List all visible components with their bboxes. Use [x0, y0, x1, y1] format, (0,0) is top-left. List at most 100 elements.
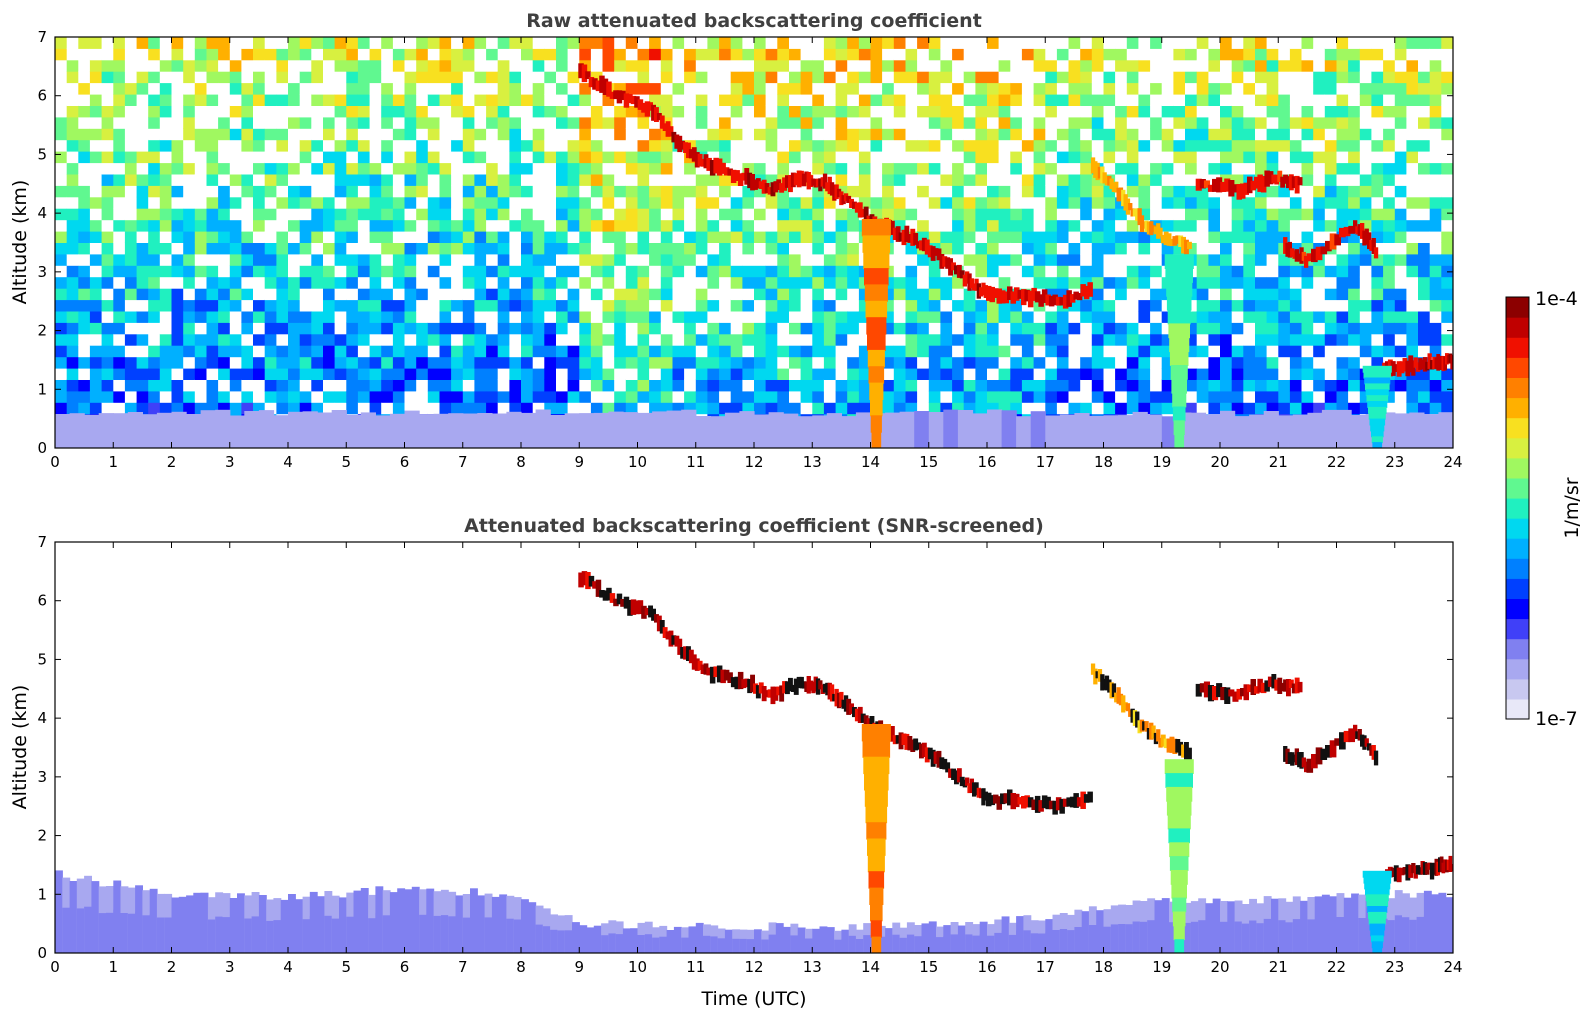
noise-cell: [171, 116, 184, 129]
noise-cell: [917, 333, 930, 346]
noise-cell: [1255, 59, 1268, 72]
noise-cell: [194, 345, 207, 358]
noise-cell: [509, 242, 522, 255]
noise-cell: [987, 208, 1000, 221]
noise-cell: [1138, 139, 1151, 152]
noise-cell: [590, 151, 604, 164]
noise-cell: [1126, 128, 1139, 141]
noise-cell: [567, 151, 580, 164]
noise-cell: [777, 71, 790, 84]
noise-cell: [963, 128, 976, 141]
boundary-layer-core: [142, 915, 151, 953]
noise-cell: [276, 356, 289, 369]
noise-cell: [1080, 219, 1093, 232]
noise-cell: [346, 242, 359, 255]
noise-cell: [474, 231, 487, 243]
cloud-cell: [1121, 189, 1126, 207]
noise-cell: [1359, 311, 1372, 323]
noise-cell: [381, 174, 394, 186]
noise-cell: [928, 94, 941, 106]
cloud-cell: [602, 78, 609, 95]
noise-cell: [55, 242, 68, 255]
noise-cell: [357, 356, 371, 369]
noise-cell: [556, 402, 569, 415]
noise-cell: [206, 162, 219, 175]
cloud-cell: [1195, 178, 1202, 191]
noise-cell: [1278, 276, 1291, 289]
noise-cell: [288, 196, 301, 209]
noise-cell: [521, 128, 534, 141]
noise-cell: [241, 231, 254, 243]
noise-cell: [1289, 379, 1303, 392]
noise-cell: [509, 151, 522, 164]
noise-cell: [486, 151, 499, 164]
cloud-cell: [1420, 359, 1425, 369]
noise-cell: [1010, 299, 1023, 312]
noise-cell: [940, 59, 953, 72]
boundary-layer-core: [339, 919, 347, 953]
noise-cell: [940, 231, 953, 243]
noise-cell: [637, 59, 650, 72]
noise-cell: [672, 242, 685, 255]
noise-cell: [1080, 379, 1093, 392]
noise-cell: [1138, 253, 1151, 266]
noise-cell: [1429, 139, 1442, 152]
cloud-cell: [1267, 171, 1274, 185]
noise-cell: [672, 174, 685, 186]
noise-cell: [1033, 37, 1046, 49]
noise-cell: [695, 322, 708, 335]
noise-cell: [532, 162, 545, 175]
noise-cell: [241, 37, 254, 49]
noise-cell: [765, 151, 778, 164]
noise-cell: [602, 253, 615, 266]
noise-cell: [136, 288, 149, 301]
noise-cell: [987, 311, 1000, 323]
noise-cell: [1080, 105, 1093, 118]
noise-cell: [719, 59, 732, 72]
noise-cell: [55, 162, 68, 175]
noise-cell: [229, 59, 242, 72]
noise-cell: [823, 196, 837, 209]
noise-cell: [1173, 174, 1186, 186]
cloud-cell: [1422, 357, 1428, 372]
noise-cell: [171, 333, 184, 346]
noise-cell: [66, 116, 79, 129]
noise-cell: [882, 71, 895, 84]
noise-cell: [1068, 105, 1081, 118]
cloud-cell: [1031, 287, 1037, 301]
noise-cell: [381, 208, 394, 221]
noise-cell: [1324, 151, 1337, 164]
noise-cell: [171, 402, 184, 415]
noise-cell: [730, 379, 743, 392]
noise-cell: [1336, 105, 1349, 118]
noise-cell: [323, 48, 336, 61]
noise-cell: [1080, 82, 1093, 95]
cloud-cell: [620, 90, 626, 100]
noise-cell: [800, 242, 813, 255]
noise-cell: [719, 379, 732, 392]
cloud-cell: [691, 147, 697, 162]
noise-cell: [1126, 105, 1139, 118]
noise-cell: [1336, 71, 1349, 84]
noise-cell: [1394, 71, 1407, 84]
noise-cell: [1045, 48, 1058, 61]
noise-cell: [311, 185, 324, 198]
noise-cell: [637, 356, 650, 369]
noise-cell: [1150, 333, 1163, 346]
boundary-layer-cell: [331, 410, 347, 448]
noise-cell: [579, 276, 592, 289]
noise-cell: [544, 48, 557, 61]
noise-cell: [1033, 128, 1046, 141]
noise-cell: [1068, 71, 1081, 84]
noise-cell: [392, 185, 406, 198]
noise-cell: [637, 219, 650, 232]
noise-cell: [1336, 59, 1349, 72]
noise-cell: [148, 276, 161, 289]
noise-cell: [1371, 196, 1384, 209]
noise-cell: [1103, 368, 1116, 380]
noise-cell: [1301, 71, 1314, 84]
noise-cell: [754, 37, 767, 49]
cloud-cell: [665, 121, 671, 137]
noise-cell: [183, 402, 196, 415]
noise-cell: [998, 356, 1011, 369]
